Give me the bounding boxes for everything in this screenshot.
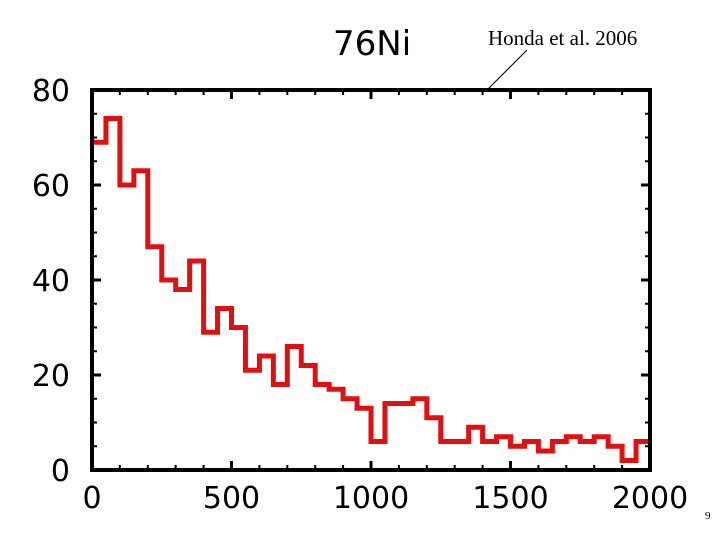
- histogram-bin: [176, 290, 190, 471]
- histogram-bin: [232, 328, 246, 471]
- histogram-bin: [148, 247, 162, 470]
- histogram-bin: [134, 171, 148, 470]
- annotation-leader-line: [486, 49, 528, 91]
- chart-title: 76Ni: [333, 24, 412, 64]
- y-tick-label: 80: [32, 74, 70, 109]
- histogram-bin: [483, 442, 497, 471]
- histogram-series-line: [92, 116, 650, 463]
- histogram-bin: [190, 261, 204, 470]
- histogram-bin: [566, 437, 580, 470]
- histogram-bin: [218, 309, 232, 471]
- x-tick-label: 1000: [333, 481, 409, 516]
- histogram-bin: [357, 408, 371, 470]
- histogram-bin: [497, 437, 511, 470]
- y-tick-label: 0: [51, 454, 70, 489]
- histogram-bin: [343, 399, 357, 470]
- histogram-bin: [245, 370, 259, 470]
- plot-frame: [90, 88, 652, 472]
- y-tick-label: 20: [32, 359, 70, 394]
- histogram-bin: [524, 442, 538, 471]
- histogram-bin: [329, 389, 343, 470]
- histogram-bin: [469, 427, 483, 470]
- x-tick-label: 2000: [612, 481, 688, 516]
- histogram-bin: [301, 366, 315, 471]
- histogram-bin: [608, 446, 622, 470]
- histogram-bin: [427, 418, 441, 470]
- y-tick-label: 60: [32, 169, 70, 204]
- histogram-bin: [385, 404, 399, 471]
- histogram-bin: [371, 442, 385, 471]
- histogram-bin: [580, 442, 594, 471]
- histogram-bin: [287, 347, 301, 471]
- reference-annotation: Honda et al. 2006: [488, 26, 638, 50]
- histogram-bin: [204, 332, 218, 470]
- histogram-bin: [273, 385, 287, 471]
- histogram-bin: [552, 442, 566, 471]
- histogram-bin: [106, 119, 120, 471]
- x-tick-label: 500: [203, 481, 260, 516]
- x-tick-label: 0: [82, 481, 101, 516]
- histogram-bin: [259, 356, 273, 470]
- page-number: 9: [705, 510, 711, 522]
- x-tick-label: 1500: [472, 481, 548, 516]
- histogram-bin: [511, 446, 525, 470]
- series-layer: [92, 116, 650, 471]
- histogram-bin: [92, 142, 106, 470]
- histogram-bin: [120, 185, 134, 470]
- tick-labels: 0 20 40 60 80 0 500 1000 1500 2000: [32, 74, 688, 516]
- histogram-bin: [441, 442, 455, 471]
- histogram-bin: [413, 399, 427, 470]
- histogram-bin: [399, 404, 413, 471]
- histogram-bin: [636, 442, 650, 471]
- y-tick-label: 40: [32, 264, 70, 299]
- histogram-bin: [455, 442, 469, 471]
- histogram-bin: [315, 385, 329, 471]
- histogram-bin: [162, 280, 176, 470]
- histogram-bin: [594, 437, 608, 470]
- histogram-bin: [538, 451, 552, 470]
